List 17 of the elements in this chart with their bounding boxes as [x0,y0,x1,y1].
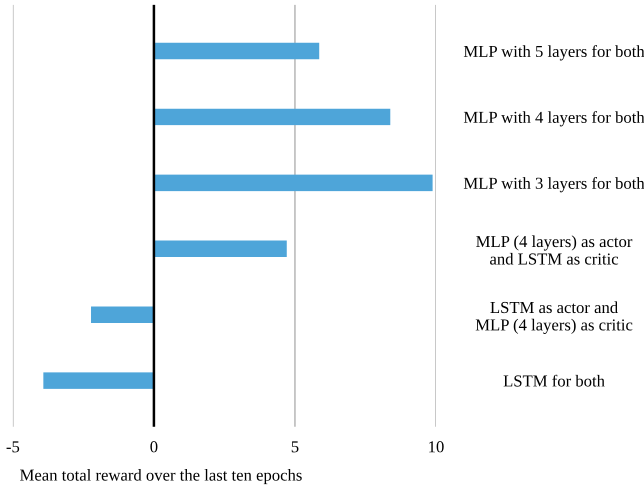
x-tick-label: 0 [150,441,158,452]
bar [154,42,320,60]
y-tick-label: MLP with 5 layers for both [464,45,644,60]
bar [43,372,154,389]
bar [154,108,390,126]
y-tick-label: LSTM for both [504,374,605,387]
y-tick-label: MLP with 3 layers for both [464,176,644,192]
y-tick-label: MLP (4 layers) as actor and LSTM as critic [476,235,632,265]
x-tick-label: 5 [292,441,298,452]
x-tick-label: -5 [6,441,20,452]
bar [154,174,433,192]
bar [91,306,154,323]
y-tick-label: LSTM as actor and MLP (4 layers) as critic [476,301,632,334]
x-tick-label: 10 [429,441,444,452]
y-tick-label: MLP with 4 layers for both [464,111,644,126]
bar [154,240,287,258]
x-axis-title: Mean total reward over the last ten epochs [20,468,302,484]
